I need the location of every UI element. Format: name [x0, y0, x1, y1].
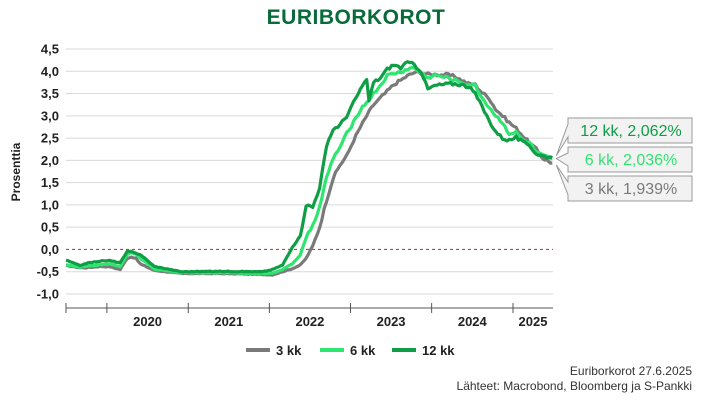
x-axis: 2020 2021 2022 2023 2024 2025 [65, 303, 553, 329]
y-tick-label: 4,5 [41, 42, 59, 57]
y-tick-label: -1,0 [37, 287, 59, 302]
callout-box [555, 146, 693, 173]
callout-label: 3 kk, 1,939% [585, 181, 678, 198]
callout-3kk: 3 kk, 1,939% [555, 164, 693, 202]
legend-item-6kk: 6 kk [320, 343, 376, 358]
legend-item-12kk: 12 kk [392, 343, 455, 358]
y-axis-ticks: -1,0 -0,5 0,0 0,5 1,0 1,5 2,0 2,5 3,0 3,5 4,0 4,5 [37, 42, 59, 302]
y-tick-label: 4,0 [41, 64, 59, 79]
y-tick-label: -0,5 [37, 264, 59, 279]
legend: 3 kk 6 kk 12 kk [246, 343, 455, 358]
x-tick-label: 2020 [133, 314, 162, 329]
x-tick-label: 2022 [295, 314, 324, 329]
legend-label: 6 kk [350, 343, 376, 358]
y-tick-label: 3,5 [41, 86, 59, 101]
series-line-3kk [65, 70, 553, 277]
x-tick-label: 2025 [519, 314, 548, 329]
y-tick-label: 0,0 [41, 242, 59, 257]
y-axis-label: Prosenttia [9, 142, 23, 201]
y-tick-label: 2,5 [41, 131, 59, 146]
x-tick-label: 2023 [377, 314, 406, 329]
value-callouts: 12 kk, 2,062% 6 kk, 2,036% 3 kk, 1,939% [555, 117, 693, 202]
callout-label: 6 kk, 2,036% [585, 152, 678, 169]
series-line-12kk [65, 60, 553, 274]
legend-label: 12 kk [422, 343, 455, 358]
y-tick-label: 2,0 [41, 153, 59, 168]
callout-box [555, 164, 693, 202]
callout-box [555, 117, 693, 156]
y-tick-label: 1,0 [41, 197, 59, 212]
footer-sources: Lähteet: Macrobond, Bloomberg ja S-Pankk… [456, 379, 692, 393]
footer-date: Euriborkorot 27.6.2025 [569, 364, 692, 378]
callout-label: 12 kk, 2,062% [580, 123, 681, 140]
y-tick-label: 1,5 [41, 175, 59, 190]
x-tick-label: 2021 [214, 314, 243, 329]
y-tick-label: 0,5 [41, 220, 59, 235]
chart-title: EURIBORKOROT [266, 6, 446, 29]
x-tick-label: 2024 [458, 314, 488, 329]
series-lines [65, 60, 553, 277]
legend-label: 3 kk [276, 343, 302, 358]
callout-12kk: 12 kk, 2,062% [555, 117, 693, 156]
footer: Euriborkorot 27.6.2025 Lähteet: Macrobon… [457, 364, 692, 394]
series-line-6kk [65, 65, 553, 276]
y-tick-label: 3,0 [41, 108, 59, 123]
callout-6kk: 6 kk, 2,036% [555, 146, 693, 173]
legend-item-3kk: 3 kk [246, 343, 302, 358]
